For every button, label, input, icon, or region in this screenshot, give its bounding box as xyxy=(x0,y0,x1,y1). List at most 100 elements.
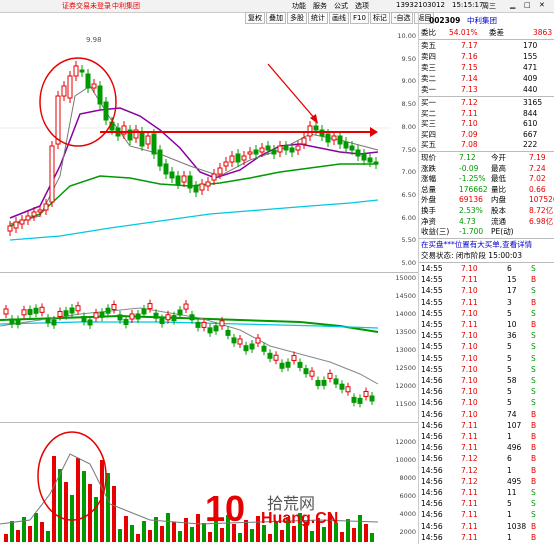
tick-time: 14:55 xyxy=(421,342,443,352)
ma-purple-line xyxy=(9,107,379,219)
tick-time: 14:56 xyxy=(421,387,443,397)
candle xyxy=(97,85,103,105)
candle xyxy=(253,149,259,155)
menu-formula[interactable]: 公式 xyxy=(334,2,348,10)
volume-chart[interactable]: 12000 10000 8000 6000 4000 2000 xyxy=(0,424,418,544)
candle xyxy=(45,317,51,324)
candle xyxy=(249,343,255,350)
quote-row: 14:56 7.10 5 S xyxy=(419,387,554,397)
volume-bar xyxy=(364,524,368,542)
tick-side: S xyxy=(531,510,536,520)
bid-label: 买五 xyxy=(421,140,436,149)
quote-row: 14:56 7.10 5 S xyxy=(419,398,554,408)
weibi-row: 委比 54.01% 委差 3863 xyxy=(419,28,554,38)
tick-side: S xyxy=(531,353,536,363)
multi-stock-button[interactable]: 多股 xyxy=(287,12,307,24)
minimize-icon[interactable]: ▁ xyxy=(510,1,516,9)
stock-header: 002309 中利集团 xyxy=(419,16,554,26)
candle xyxy=(213,325,219,332)
candle xyxy=(153,312,159,319)
ma-gray-line xyxy=(9,85,379,225)
candle xyxy=(69,307,75,314)
ask-label: 卖五 xyxy=(421,41,436,50)
draw-line-button[interactable]: 画线 xyxy=(329,12,349,24)
f10-button[interactable]: F10 xyxy=(350,12,369,24)
candle xyxy=(303,368,309,375)
candle xyxy=(81,316,87,323)
candle xyxy=(231,337,237,344)
quote-row: 买四 7.09 667 xyxy=(419,130,554,140)
quote-row: 买二 7.11 844 xyxy=(419,109,554,119)
volume-bar xyxy=(358,515,362,542)
quote-panel: 002309 中利集团 委比 54.01% 委差 3863 卖五 7.17 170 卖… xyxy=(418,12,554,544)
candle xyxy=(201,321,207,328)
volume-bar xyxy=(130,525,134,542)
menu-options[interactable]: 选项 xyxy=(355,2,369,10)
stat-value: 8.72亿 xyxy=(529,206,554,215)
tick-volume: 5 xyxy=(507,308,512,318)
tick-volume: 6 xyxy=(507,454,512,464)
candle xyxy=(189,314,195,321)
remove-watchlist-button[interactable]: -自选 xyxy=(390,12,414,24)
candle xyxy=(217,167,223,175)
candle xyxy=(139,131,145,147)
close-icon[interactable]: ✕ xyxy=(539,1,545,9)
tick-time: 14:56 xyxy=(421,510,443,520)
ask-label: 卖三 xyxy=(421,63,436,72)
clock-weekday: 周三 xyxy=(482,2,496,10)
overlay-button[interactable]: 叠加 xyxy=(266,12,286,24)
tick-volume: 10 xyxy=(507,320,517,329)
volume-bar xyxy=(58,469,62,542)
tick-price: 7.10 xyxy=(461,376,478,385)
login-notice[interactable]: 证券交易未登录 xyxy=(62,2,111,10)
volume-bar xyxy=(244,520,248,542)
resistance-arrow xyxy=(370,127,378,137)
stat-label: 总量 xyxy=(421,184,436,194)
quote-row: 14:56 7.12 1 B xyxy=(419,466,554,476)
quote-row: 14:56 7.11 1 S xyxy=(419,510,554,520)
kline-chart[interactable]: 9.98 10.00 9.50 9.00 8.50 8.00 7.50 7.00… xyxy=(0,26,418,273)
candle xyxy=(141,308,147,315)
index-ma-green xyxy=(0,314,379,333)
candle xyxy=(345,386,351,393)
stat-value: 4.73 xyxy=(459,216,476,226)
menu-service[interactable]: 服务 xyxy=(313,2,327,10)
y-tick: 6.50 xyxy=(401,191,416,199)
tick-side: B xyxy=(531,465,537,475)
candle xyxy=(223,161,229,167)
candle xyxy=(27,308,33,315)
big-order-notice[interactable]: 在买盘***位置有大买单,查看详情 xyxy=(421,240,533,249)
y-tick: 12000 xyxy=(395,382,416,390)
menu-function[interactable]: 功能 xyxy=(292,2,306,10)
stat-value: -1.700 xyxy=(459,227,484,237)
stock-title: 中利集团 xyxy=(112,2,140,10)
index-chart[interactable]: 15000 14500 14000 13500 13000 12500 1200… xyxy=(0,274,418,423)
quote-row: 14:55 7.10 17 S xyxy=(419,286,554,296)
tick-price: 7.10 xyxy=(461,409,478,419)
tick-price: 7.11 xyxy=(461,420,478,430)
bid-volume: 844 xyxy=(523,108,538,118)
weibi-label: 委比 xyxy=(421,28,436,37)
tick-price: 7.10 xyxy=(461,286,478,296)
candle xyxy=(183,303,189,310)
back-button[interactable]: 返回 xyxy=(414,12,435,24)
volume-bar xyxy=(94,497,98,542)
fuquan-button[interactable]: 复权 xyxy=(245,12,265,24)
candle xyxy=(247,151,253,155)
y-tick: 6.00 xyxy=(401,214,416,222)
tick-time: 14:56 xyxy=(421,420,443,430)
tick-price: 7.11 xyxy=(461,510,478,520)
chart-toolbar: 复权 叠加 多股 统计 画线 F10 标记 -自选 返回 xyxy=(245,12,435,24)
tick-volume: 496 xyxy=(507,443,522,453)
quote-row: 14:56 7.11 5 S xyxy=(419,499,554,509)
tick-time: 14:56 xyxy=(421,398,443,408)
tick-side: S xyxy=(531,364,536,374)
volume-bar xyxy=(370,533,374,542)
stats-button[interactable]: 统计 xyxy=(308,12,328,24)
tick-side: B xyxy=(531,454,537,464)
tick-side: B xyxy=(531,297,537,307)
candle xyxy=(85,73,91,89)
mark-button[interactable]: 标记 xyxy=(369,12,390,24)
trade-status: 交易状态: 闭市阶段 15:00:03 xyxy=(421,251,522,260)
maximize-icon[interactable]: □ xyxy=(524,1,531,9)
